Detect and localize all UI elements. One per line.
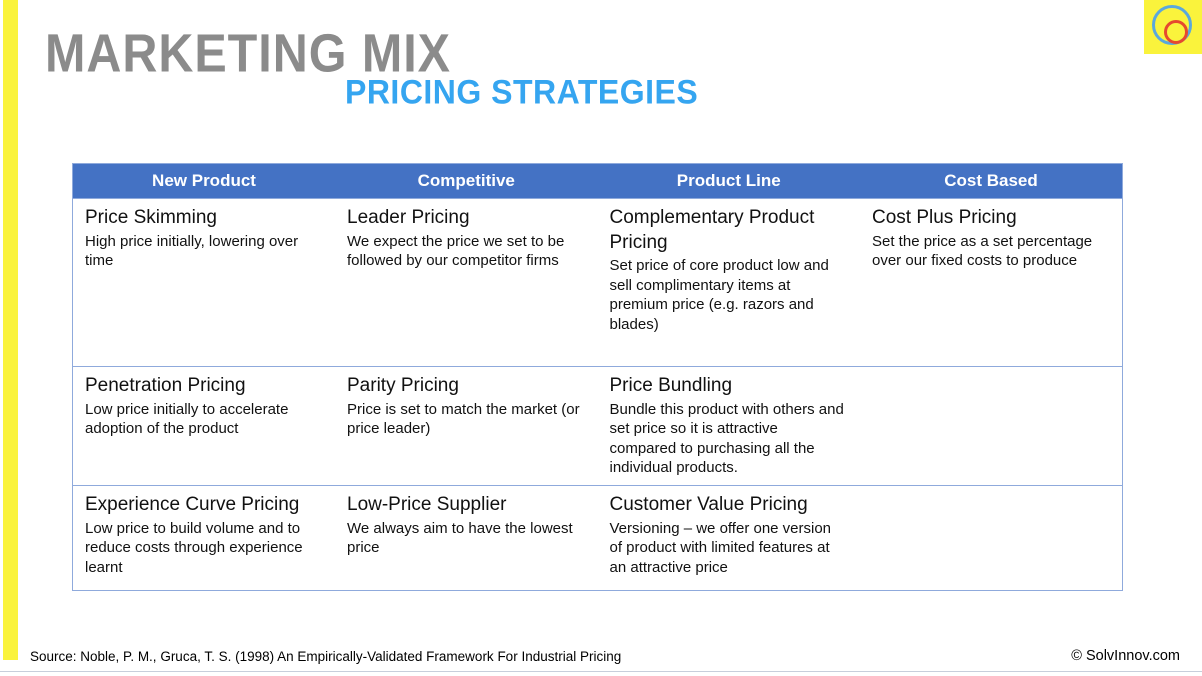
strategy-description: We always aim to have the lowest price — [347, 519, 573, 557]
cell-price-bundling: Price Bundling Bundle this product with … — [597, 366, 860, 486]
solvinnov-logo-icon — [1144, 0, 1202, 54]
pricing-strategies-table: New Product Competitive Product Line Cos… — [72, 163, 1123, 591]
column-header-product-line: Product Line — [597, 163, 860, 199]
strategy-title: Leader Pricing — [347, 207, 470, 228]
strategy-description: Price is set to match the market (or pri… — [347, 400, 580, 438]
slide-subtitle: PRICING STRATEGIES — [345, 72, 699, 111]
cell-cost-plus-pricing: Cost Plus Pricing Set the price as a set… — [860, 198, 1123, 367]
table-row: Penetration Pricing Low price initially … — [72, 366, 1123, 486]
source-citation: Source: Noble, P. M., Gruca, T. S. (1998… — [30, 649, 622, 664]
strategy-description: Bundle this product with others and set … — [609, 400, 844, 477]
strategy-title: Penetration Pricing — [85, 375, 246, 396]
yellow-accent-bar — [3, 0, 18, 660]
cell-complementary-product-pricing: Complementary Product Pricing Set price … — [597, 198, 860, 367]
strategy-description: Set the price as a set percentage over o… — [872, 232, 1093, 270]
strategy-description: Low price to build volume and to reduce … — [85, 519, 303, 576]
strategy-title: Customer Value Pricing — [609, 494, 808, 515]
strategy-description: Low price initially to accelerate adopti… — [85, 400, 289, 438]
strategy-title: Low-Price Supplier — [347, 494, 507, 515]
column-header-cost-based: Cost Based — [860, 163, 1123, 199]
slide-title: MARKETING MIX — [45, 23, 451, 84]
table-row: Price Skimming High price initially, low… — [72, 198, 1123, 367]
strategy-description: Versioning – we offer one version of pro… — [609, 519, 832, 576]
cell-experience-curve-pricing: Experience Curve Pricing Low price to bu… — [72, 485, 335, 591]
cell-empty — [860, 485, 1123, 591]
slide-bottom-edge — [0, 671, 1202, 672]
cell-low-price-supplier: Low-Price Supplier We always aim to have… — [335, 485, 598, 591]
cell-empty — [860, 366, 1123, 486]
strategy-title: Cost Plus Pricing — [872, 207, 1017, 228]
strategy-description: High price initially, lowering over time — [85, 232, 299, 270]
strategy-title: Experience Curve Pricing — [85, 494, 300, 515]
cell-price-skimming: Price Skimming High price initially, low… — [72, 198, 335, 367]
column-header-new-product: New Product — [72, 163, 335, 199]
copyright-text: © SolvInnov.com — [1071, 648, 1180, 664]
strategy-title: Parity Pricing — [347, 375, 459, 396]
column-header-competitive: Competitive — [335, 163, 598, 199]
cell-leader-pricing: Leader Pricing We expect the price we se… — [335, 198, 598, 367]
cell-customer-value-pricing: Customer Value Pricing Versioning – we o… — [597, 485, 860, 591]
strategy-description: Set price of core product low and sell c… — [609, 257, 829, 333]
cell-parity-pricing: Parity Pricing Price is set to match the… — [335, 366, 598, 486]
strategy-title: Price Bundling — [609, 375, 733, 396]
logo-inner-circle-icon — [1164, 20, 1188, 44]
table-header-row: New Product Competitive Product Line Cos… — [72, 163, 1123, 199]
strategy-title: Price Skimming — [85, 207, 217, 228]
strategy-description: We expect the price we set to be followe… — [347, 232, 565, 270]
table-row: Experience Curve Pricing Low price to bu… — [72, 485, 1123, 591]
strategy-title: Complementary Product Pricing — [609, 207, 815, 253]
cell-penetration-pricing: Penetration Pricing Low price initially … — [72, 366, 335, 486]
